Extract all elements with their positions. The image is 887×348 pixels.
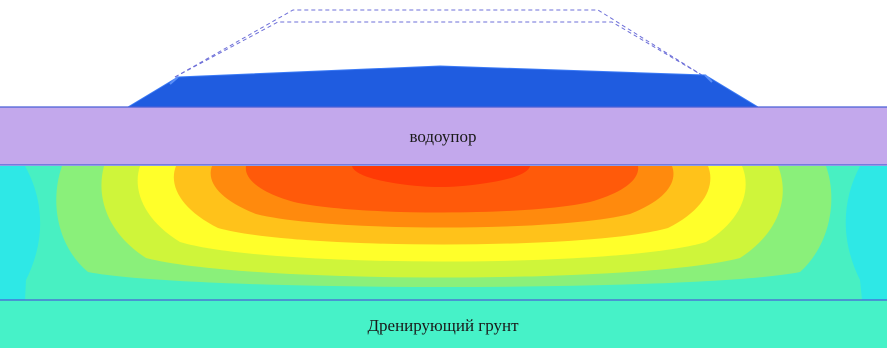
drainage-layer <box>0 300 887 348</box>
pore-pressure-contours <box>0 166 887 300</box>
contour-band-7 <box>245 166 639 213</box>
embankment-edge-highlight <box>169 74 713 85</box>
contour-band-8 <box>352 166 530 187</box>
aquiclude-layer <box>0 107 887 165</box>
original-embankment-outline <box>174 9 706 78</box>
aquiclude-label: водоупор <box>409 127 476 146</box>
drainage-label: Дренирующий грунт <box>367 316 519 335</box>
